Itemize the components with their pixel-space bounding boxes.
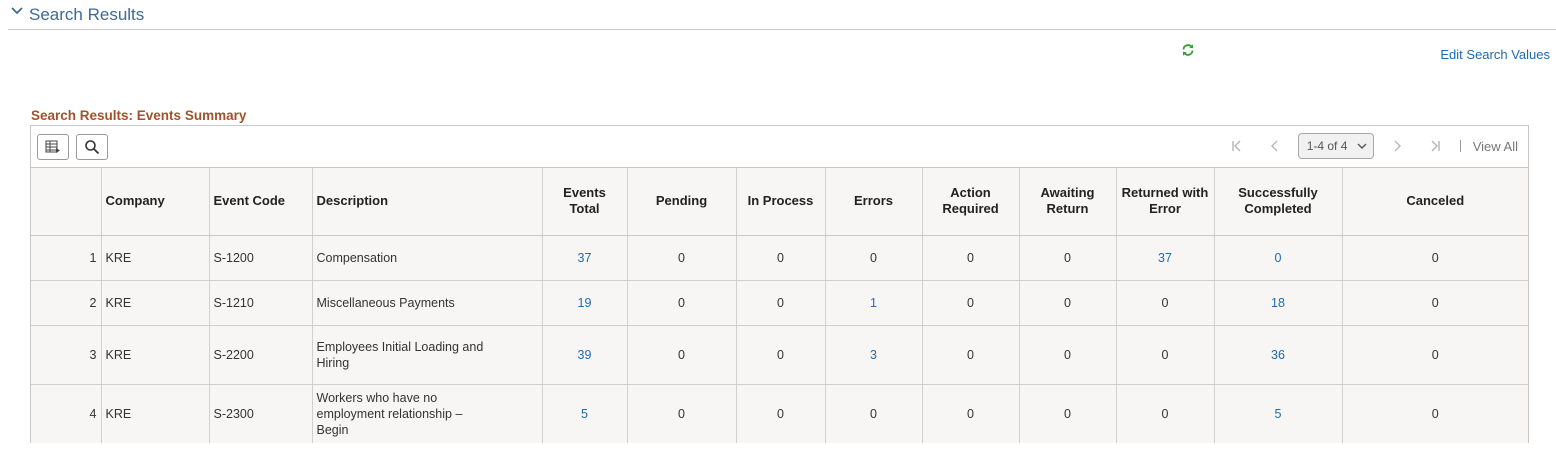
pending-cell: 0 [627, 235, 737, 281]
successfully-completed-link[interactable]: 36 [1271, 347, 1285, 362]
errors-link[interactable]: 3 [870, 347, 877, 362]
in-process-cell: 0 [736, 280, 826, 326]
company-cell: KRE [101, 235, 210, 281]
in-process-cell: 0 [736, 235, 826, 281]
col-header-successfully-completed: Successfully Completed [1214, 168, 1343, 236]
description-cell: Workers who have no employment relations… [312, 384, 543, 443]
view-all-link[interactable]: View All [1472, 138, 1518, 154]
awaiting-return-cell: 0 [1019, 235, 1117, 281]
refresh-icon[interactable] [1180, 42, 1196, 58]
search-icon [85, 140, 100, 155]
successfully-completed-link[interactable]: 5 [1274, 406, 1282, 421]
col-header-returned-with-error: Returned with Error [1116, 168, 1215, 236]
page-range-value: 1-4 of 4 [1306, 139, 1348, 153]
pending-cell: 0 [627, 384, 737, 443]
description-cell: Compensation [312, 235, 543, 281]
awaiting-return-cell: 0 [1019, 384, 1117, 443]
successfully-completed-link[interactable]: 0 [1274, 250, 1282, 265]
errors-cell: 0 [825, 235, 923, 281]
col-header-events-total: Events Total [542, 168, 628, 236]
last-page-icon[interactable] [1416, 133, 1454, 159]
row-number: 3 [31, 325, 102, 385]
canceled-cell: 0 [1342, 384, 1528, 443]
event-code-cell: S-2300 [209, 384, 313, 443]
returned-with-error-cell: 0 [1116, 325, 1215, 385]
personalize-grid-button[interactable] [37, 134, 69, 160]
section-title: Search Results [29, 5, 145, 24]
chevron-down-icon[interactable] [10, 4, 24, 18]
pagination-bar: 1-4 of 4 View All [1218, 132, 1518, 160]
in-process-cell: 0 [736, 325, 826, 385]
col-header-description: Description [312, 168, 543, 236]
company-cell: KRE [101, 325, 210, 385]
col-header-row-number [31, 168, 102, 236]
row-number: 4 [31, 384, 102, 443]
awaiting-return-cell: 0 [1019, 280, 1117, 326]
table-row: 2 KRE S-1210 Miscellaneous Payments 19 0… [31, 280, 1528, 326]
returned-with-error-cell: 0 [1116, 384, 1215, 443]
edit-search-values-link[interactable]: Edit Search Values [1440, 47, 1550, 62]
table-row: 3 KRE S-2200 Employees Initial Loading a… [31, 325, 1528, 385]
grid-search-button[interactable] [76, 134, 108, 160]
events-total-link[interactable]: 37 [577, 250, 592, 265]
canceled-cell: 0 [1342, 235, 1528, 281]
events-total-link[interactable]: 19 [577, 295, 592, 310]
errors-cell: 0 [825, 384, 923, 443]
returned-with-error-link[interactable]: 37 [1158, 250, 1172, 265]
events-total-link[interactable]: 39 [577, 347, 592, 362]
events-total-link[interactable]: 5 [581, 406, 588, 421]
action-required-cell: 0 [922, 384, 1020, 443]
table-header-row: Company Event Code Description Events To… [31, 168, 1528, 236]
events-table: Company Event Code Description Events To… [31, 168, 1528, 443]
errors-link[interactable]: 1 [870, 295, 877, 310]
event-code-cell: S-2200 [209, 325, 313, 385]
first-page-icon[interactable] [1218, 133, 1256, 159]
col-header-event-code: Event Code [209, 168, 313, 236]
grid-title: Search Results: Events Summary [31, 108, 247, 123]
previous-page-icon[interactable] [1256, 133, 1294, 159]
pagination-divider [1459, 140, 1461, 152]
action-required-cell: 0 [922, 280, 1020, 326]
col-header-action-required: Action Required [922, 168, 1020, 236]
row-number: 2 [31, 280, 102, 326]
in-process-cell: 0 [736, 384, 826, 443]
company-cell: KRE [101, 384, 210, 443]
canceled-cell: 0 [1342, 325, 1528, 385]
col-header-pending: Pending [627, 168, 737, 236]
action-required-cell: 0 [922, 235, 1020, 281]
description-cell: Employees Initial Loading and Hiring [312, 325, 543, 385]
table-row: 1 KRE S-1200 Compensation 37 0 0 0 0 0 3… [31, 235, 1528, 281]
successfully-completed-link[interactable]: 18 [1271, 295, 1285, 310]
pending-cell: 0 [627, 280, 737, 326]
chevron-down-icon [1357, 143, 1367, 149]
description-cell: Miscellaneous Payments [312, 280, 543, 326]
personalize-grid-icon [45, 140, 60, 153]
table-row: 4 KRE S-2300 Workers who have no employm… [31, 384, 1528, 443]
action-required-cell: 0 [922, 325, 1020, 385]
events-summary-grid: 1-4 of 4 View All Company Event Code [30, 125, 1529, 443]
company-cell: KRE [101, 280, 210, 326]
next-page-icon[interactable] [1378, 133, 1416, 159]
event-code-cell: S-1200 [209, 235, 313, 281]
row-number: 1 [31, 235, 102, 281]
section-header[interactable]: Search Results [8, 0, 1556, 30]
col-header-errors: Errors [825, 168, 923, 236]
returned-with-error-cell: 0 [1116, 280, 1215, 326]
pending-cell: 0 [627, 325, 737, 385]
col-header-company: Company [101, 168, 210, 236]
col-header-awaiting-return: Awaiting Return [1019, 168, 1117, 236]
awaiting-return-cell: 0 [1019, 325, 1117, 385]
event-code-cell: S-1210 [209, 280, 313, 326]
col-header-canceled: Canceled [1342, 168, 1528, 236]
col-header-in-process: In Process [736, 168, 826, 236]
grid-toolbar: 1-4 of 4 View All [31, 126, 1528, 168]
page-range-select[interactable]: 1-4 of 4 [1297, 133, 1374, 159]
canceled-cell: 0 [1342, 280, 1528, 326]
